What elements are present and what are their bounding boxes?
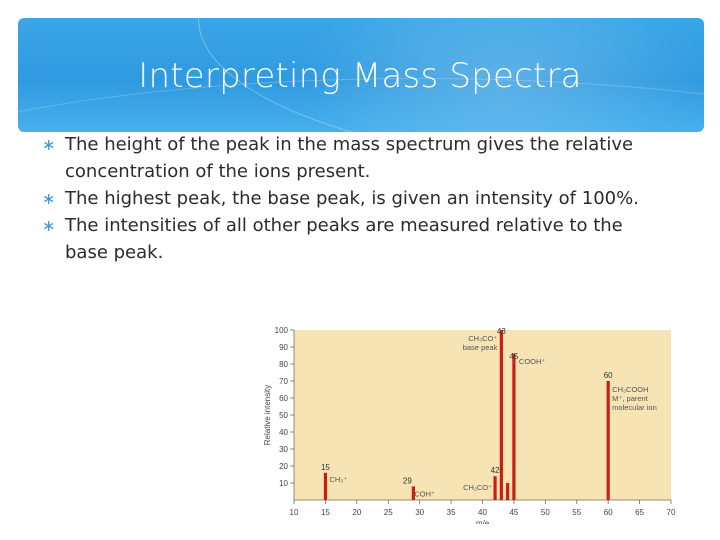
bullet-list: ∗ The height of the peak in the mass spec… — [40, 131, 640, 266]
mass-spectrum-chart: 10 20 30 40 50 60 70 80 90 100 10 15 20 25 30 35 40 45 50 5… — [263, 326, 676, 524]
bullet-marker-icon: ∗ — [42, 135, 56, 154]
y-tick-label: 50 — [279, 411, 288, 420]
bullet-text: The highest peak, the base peak, is give… — [65, 188, 639, 209]
peak-bar — [506, 483, 510, 500]
slide-title: Interpreting Mass Spectra — [138, 56, 582, 96]
ion-annotation: CH₃⁺ — [329, 475, 347, 484]
peak-label: 43 — [497, 327, 506, 336]
peak-bar — [512, 353, 516, 500]
x-tick-label: 20 — [352, 508, 361, 517]
peak-bar — [606, 381, 610, 500]
bullet-marker-icon: ∗ — [42, 216, 56, 235]
y-tick-label: 60 — [279, 394, 288, 403]
ion-annotation: CH₂CO⁺ — [463, 483, 492, 492]
banner-arc — [18, 78, 704, 132]
x-tick-label: 35 — [447, 508, 456, 517]
ion-annotation: COH⁺ — [414, 489, 435, 498]
peak-label: 45 — [509, 352, 518, 361]
ion-annotation: base peak — [463, 343, 498, 352]
y-tick-label: 20 — [279, 462, 288, 471]
peak-label: 15 — [321, 463, 330, 472]
bullet-item: ∗ The highest peak, the base peak, is giv… — [40, 185, 640, 212]
x-tick-label: 30 — [415, 508, 424, 517]
ion-annotation: CH₃COOH — [612, 385, 648, 394]
x-tick-label: 65 — [635, 508, 644, 517]
ion-annotation: molecular ion — [612, 403, 657, 412]
bullet-marker-icon: ∗ — [42, 189, 56, 208]
x-tick-label: 55 — [572, 508, 581, 517]
peak-label: 42 — [491, 466, 500, 475]
ion-annotation: COOH⁺ — [519, 357, 546, 366]
bullet-text: The intensities of all other peaks are m… — [65, 215, 623, 263]
peak-label: 60 — [604, 371, 613, 380]
peak-bar — [499, 330, 503, 500]
x-tick-label: 40 — [478, 508, 487, 517]
x-tick-label: 15 — [321, 508, 330, 517]
y-tick-label: 40 — [279, 428, 288, 437]
plot-area — [294, 330, 671, 500]
bullet-item: ∗ The intensities of all other peaks are … — [40, 212, 640, 266]
y-tick-label: 30 — [279, 445, 288, 454]
bullet-item: ∗ The height of the peak in the mass spec… — [40, 131, 640, 185]
bullet-text: The height of the peak in the mass spect… — [65, 134, 634, 182]
y-tick-label: 100 — [275, 326, 289, 335]
y-axis-label: Relative intensity — [263, 385, 272, 445]
x-tick-label: 60 — [604, 508, 613, 517]
x-tick-label: 50 — [541, 508, 550, 517]
x-tick-label: 45 — [509, 508, 518, 517]
ion-annotation: M⁺, parent — [612, 394, 649, 403]
peak-bar — [411, 486, 415, 500]
title-banner — [18, 18, 704, 132]
peak-bar — [323, 472, 328, 500]
y-tick-label: 70 — [279, 377, 288, 386]
peak-label: 29 — [403, 476, 412, 485]
x-tick-label: 25 — [384, 508, 393, 517]
peak-bar — [493, 476, 497, 500]
ion-annotation: CH₃CO⁺ — [468, 334, 497, 343]
x-tick-label: 10 — [290, 508, 299, 517]
x-axis-label: m/e — [476, 519, 490, 524]
y-tick-label: 90 — [279, 343, 288, 352]
y-tick-label: 10 — [279, 479, 288, 488]
x-tick-label: 70 — [667, 508, 676, 517]
y-tick-label: 80 — [279, 360, 288, 369]
